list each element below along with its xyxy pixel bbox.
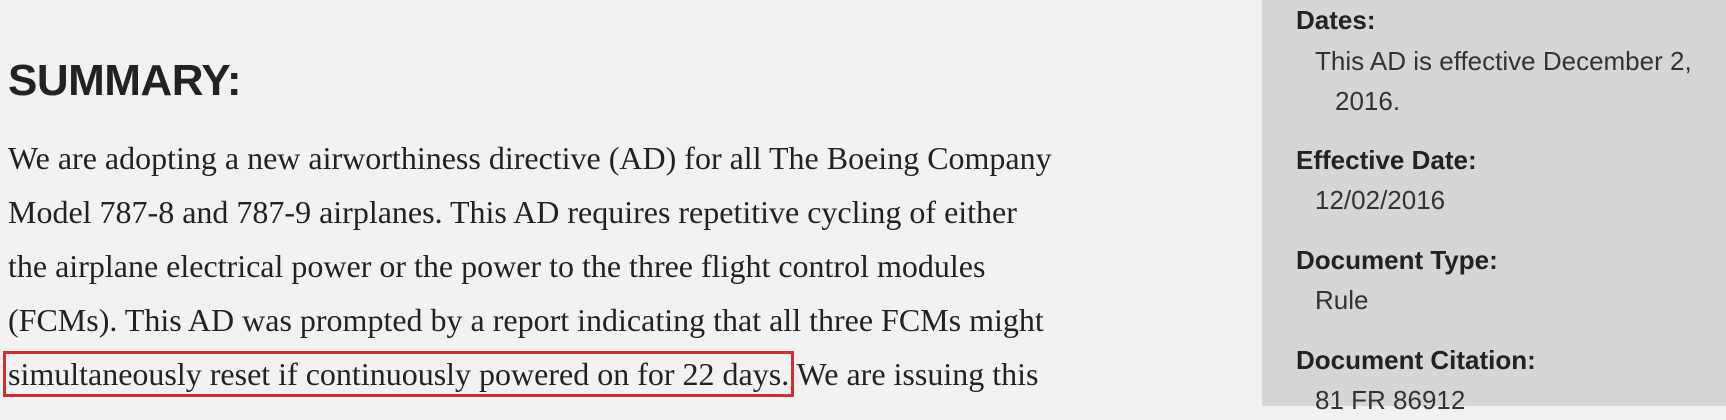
dates-label: Dates: xyxy=(1296,5,1376,35)
dates-value-line1: This AD is effective December 2, xyxy=(1315,46,1692,76)
main-content: SUMMARY: We are adopting a new airworthi… xyxy=(2,56,1168,401)
effective-date-value: 12/02/2016 xyxy=(1315,185,1446,215)
summary-line-last: simultaneously reset if continuously pow… xyxy=(2,347,1168,401)
summary-line: the airplane electrical power or the pow… xyxy=(8,248,986,284)
document-type-value: Rule xyxy=(1315,285,1369,315)
summary-line: Model 787-8 and 787-9 airplanes. This AD… xyxy=(8,194,1017,230)
document-type-label: Document Type: xyxy=(1296,245,1498,275)
dates-value: This AD is effective December 2, 2016. xyxy=(1315,41,1692,121)
effective-date-label: Effective Date: xyxy=(1296,145,1477,175)
document-citation-value: 81 FR 86912 xyxy=(1315,385,1466,415)
summary-line: (FCMs). This AD was prompted by a report… xyxy=(8,302,1044,338)
summary-paragraph: We are adopting a new airworthiness dire… xyxy=(2,131,1168,401)
summary-line: We are adopting a new airworthiness dire… xyxy=(8,140,1052,176)
document-citation-label: Document Citation: xyxy=(1296,345,1536,375)
dates-value-line2: 2016. xyxy=(1335,86,1401,116)
summary-line-rest: We are issuing this xyxy=(789,356,1039,392)
summary-heading: SUMMARY: xyxy=(8,56,242,105)
highlighted-text: simultaneously reset if continuously pow… xyxy=(2,351,795,397)
document-details-sidebar: Dates: This AD is effective December 2, … xyxy=(1262,0,1726,415)
